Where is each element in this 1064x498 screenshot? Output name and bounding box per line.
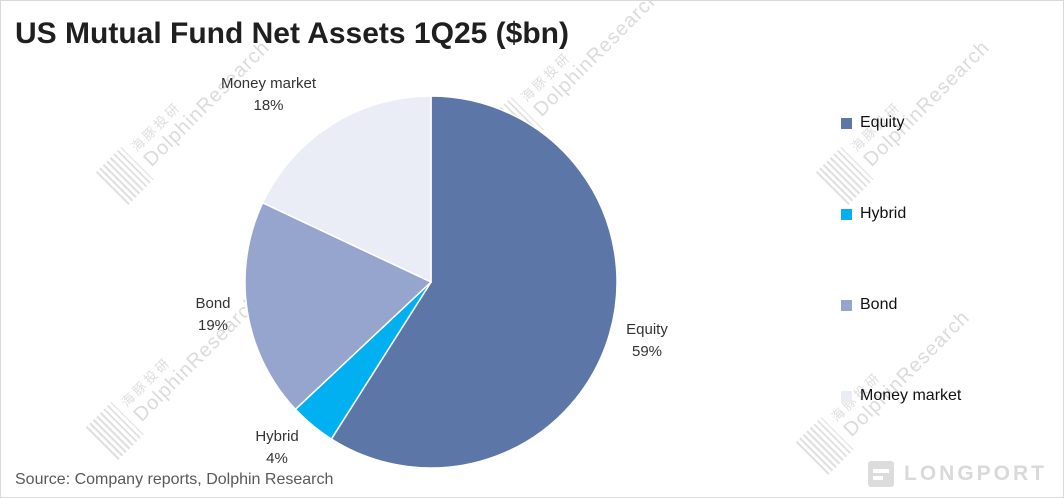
pie-slice-money-market [261, 95, 432, 284]
chart-title: US Mutual Fund Net Assets 1Q25 ($bn) [15, 17, 569, 50]
slice-label-value: 18% [253, 97, 284, 114]
slice-label-value: 19% [197, 317, 229, 334]
legend-label: Bond [860, 296, 898, 313]
slice-label-hybrid: Hybrid 4% [217, 426, 337, 470]
slice-label-name: Bond [195, 295, 231, 312]
slice-label-equity: Equity 59% [587, 319, 707, 363]
slice-label-value: 59% [631, 343, 663, 360]
slice-label-money-market: Money market 18% [191, 73, 346, 117]
slice-label-name: Hybrid [255, 428, 299, 445]
legend-marker-hybrid [841, 208, 852, 220]
legend-item-bond: Bond [841, 295, 897, 315]
legend-label: Equity [860, 114, 905, 131]
slice-label-value: 4% [266, 450, 288, 467]
pie-slice-bond [244, 201, 433, 411]
source-note: Source: Company reports, Dolphin Researc… [15, 471, 334, 488]
slice-label-name: Equity [626, 321, 668, 338]
legend-label: Hybrid [860, 205, 907, 222]
legend-marker-bond [841, 299, 852, 311]
slice-label-name: Money market [220, 75, 317, 92]
legend-label: Money market [860, 387, 962, 404]
legend-item-money-market: Money market [841, 386, 961, 406]
legend-marker-equity [841, 117, 852, 129]
legend-item-hybrid: Hybrid [841, 204, 906, 224]
legend-item-equity: Equity [841, 113, 904, 133]
slice-label-bond: Bond 19% [153, 293, 273, 337]
legend-marker-money-market [841, 390, 852, 402]
